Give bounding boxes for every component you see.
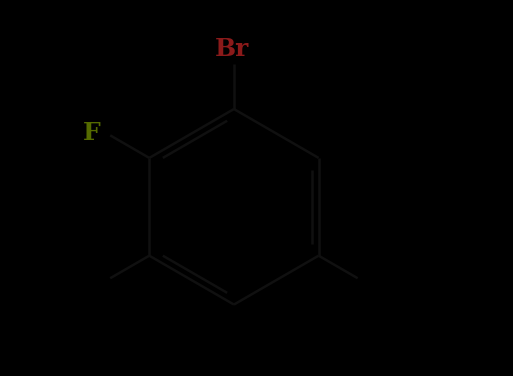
Text: F: F [83,121,101,146]
Text: CH₃: CH₃ [61,267,106,289]
Text: CH₃: CH₃ [362,267,407,289]
Text: Br: Br [215,37,249,61]
